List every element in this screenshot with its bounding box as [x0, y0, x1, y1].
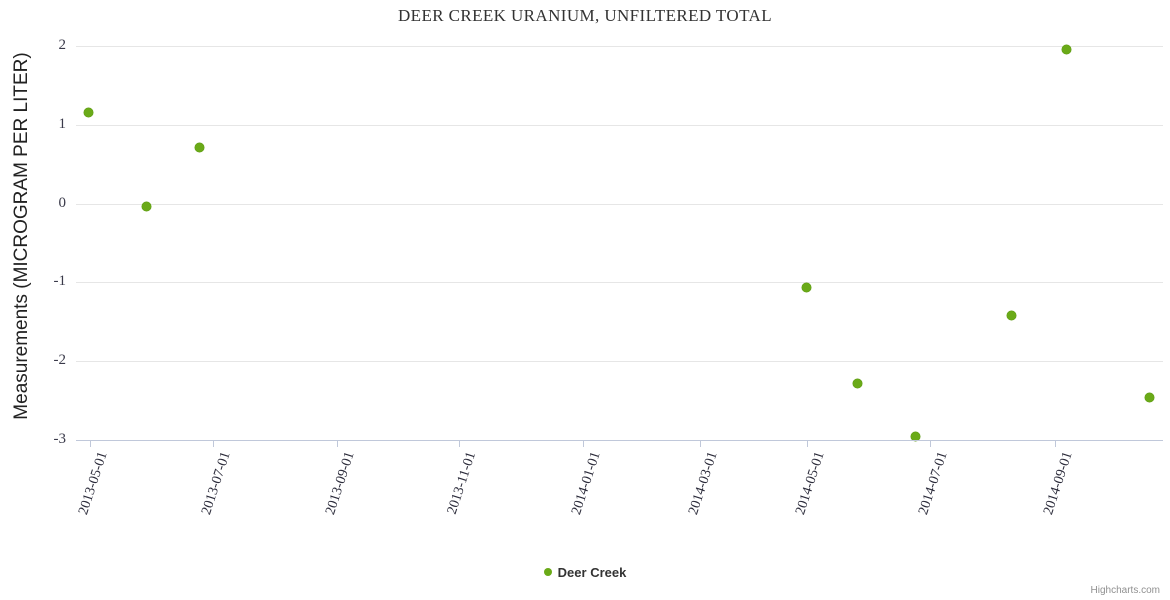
x-axis-tick [337, 440, 338, 447]
x-tick-label: 2013-05-01 [75, 450, 111, 517]
y-axis-tick-labels: 2 1 0 -1 -2 -3 [0, 37, 67, 447]
x-axis-tick [700, 440, 701, 447]
data-point[interactable] [1061, 44, 1071, 54]
x-tick-label: 2013-11-01 [444, 450, 480, 517]
x-tick-label: 2014-09-01 [1040, 450, 1076, 517]
legend-marker-icon [543, 567, 552, 576]
x-tick-label: 2014-05-01 [792, 450, 828, 517]
data-point[interactable] [852, 378, 862, 388]
y-tick-label: -2 [53, 352, 67, 369]
x-axis-tick [90, 440, 91, 447]
chart-title: DEER CREEK URANIUM, UNFILTERED TOTAL [398, 6, 772, 25]
data-point[interactable] [83, 107, 93, 117]
x-tick-label: 2014-03-01 [685, 450, 721, 517]
x-tick-label: 2013-07-01 [198, 450, 234, 517]
data-point[interactable] [1006, 310, 1016, 320]
data-point[interactable] [1144, 392, 1154, 402]
y-tick-label: -1 [53, 273, 67, 290]
gridline [76, 282, 1163, 284]
gridline [76, 361, 1163, 363]
y-tick-label: 2 [58, 37, 67, 53]
x-axis-tick [459, 440, 460, 447]
x-axis-tick [583, 440, 584, 447]
highcharts-credits[interactable]: Highcharts.com [1090, 585, 1160, 596]
legend-item[interactable]: Deer Creek [543, 564, 627, 581]
x-axis-tick [213, 440, 214, 447]
y-tick-label: -3 [53, 431, 67, 447]
x-tick-label: 2013-09-01 [322, 450, 358, 517]
data-point[interactable] [141, 201, 151, 211]
legend-label: Deer Creek [557, 565, 627, 581]
data-point[interactable] [910, 431, 920, 441]
x-tick-label: 2014-01-01 [568, 450, 604, 517]
data-point[interactable] [194, 142, 204, 152]
x-axis-tick [1055, 440, 1056, 447]
x-tick-label: 2014-07-01 [915, 450, 951, 517]
gridline [76, 124, 1163, 126]
y-tick-label: 1 [58, 115, 67, 132]
x-axis-tick [807, 440, 808, 447]
gridline [76, 203, 1163, 205]
gridline [76, 46, 1163, 47]
data-point[interactable] [801, 282, 811, 292]
chart-legend[interactable]: Deer Creek [0, 563, 1170, 581]
x-axis-tick [930, 440, 931, 447]
plot-area [76, 44, 1163, 441]
y-tick-label: 0 [58, 194, 67, 211]
x-axis-line [76, 440, 1163, 441]
